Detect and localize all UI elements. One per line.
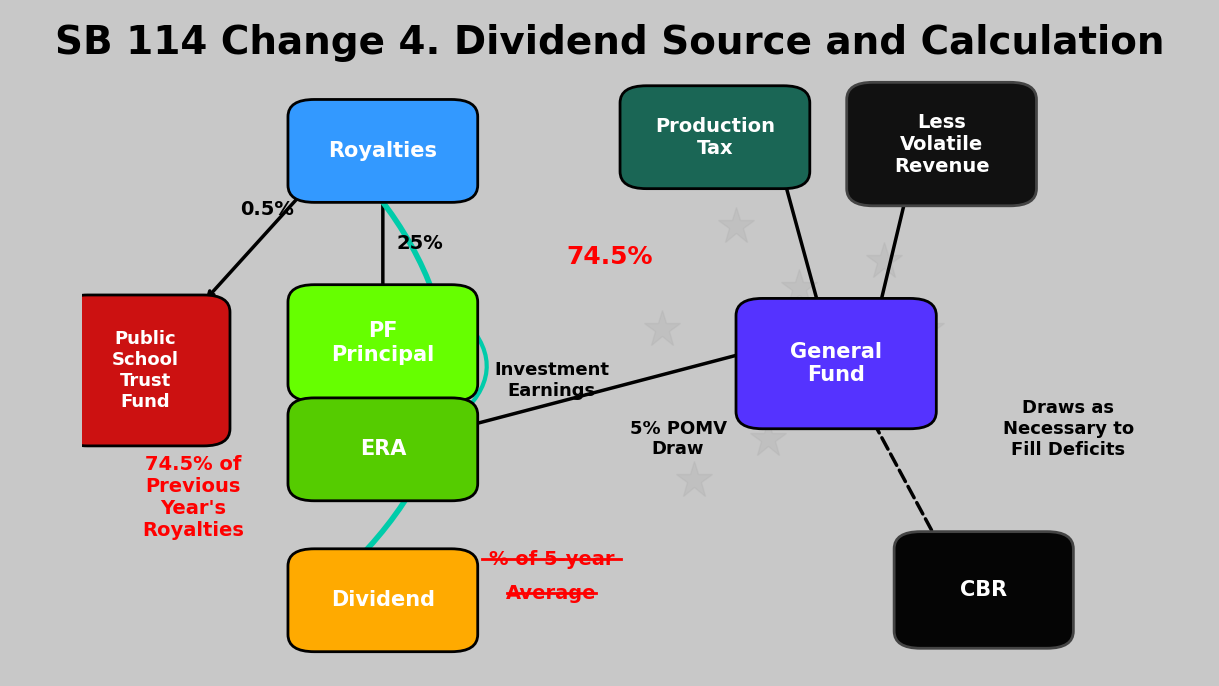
Text: Dividend: Dividend [330, 590, 435, 611]
Text: CBR: CBR [961, 580, 1007, 600]
FancyBboxPatch shape [288, 549, 478, 652]
Text: % of 5-year: % of 5-year [489, 549, 614, 569]
FancyBboxPatch shape [61, 295, 230, 446]
Text: Average: Average [506, 584, 597, 603]
Text: 25%: 25% [396, 234, 444, 253]
FancyBboxPatch shape [288, 99, 478, 202]
Text: Public
School
Trust
Fund: Public School Trust Fund [112, 330, 179, 411]
Text: 5% POMV
Draw: 5% POMV Draw [629, 420, 727, 458]
Text: Royalties: Royalties [328, 141, 438, 161]
FancyBboxPatch shape [288, 285, 478, 401]
FancyBboxPatch shape [847, 82, 1036, 206]
FancyBboxPatch shape [288, 398, 478, 501]
Text: Less
Volatile
Revenue: Less Volatile Revenue [894, 113, 990, 176]
FancyBboxPatch shape [736, 298, 936, 429]
Text: 74.5%: 74.5% [567, 246, 652, 269]
Text: 0.5%: 0.5% [240, 200, 294, 219]
Text: Production
Tax: Production Tax [655, 117, 775, 158]
Text: ERA: ERA [360, 439, 406, 460]
Text: PF
Principal: PF Principal [332, 322, 434, 364]
Text: Investment
Earnings: Investment Earnings [494, 362, 610, 400]
Text: SB 114 Change 4. Dividend Source and Calculation: SB 114 Change 4. Dividend Source and Cal… [55, 24, 1164, 62]
Text: General
Fund: General Fund [790, 342, 883, 385]
Text: Draws as
Necessary to
Fill Deficits: Draws as Necessary to Fill Deficits [1002, 399, 1134, 458]
FancyBboxPatch shape [620, 86, 809, 189]
FancyBboxPatch shape [895, 532, 1074, 648]
Text: 74.5% of
Previous
Year's
Royalties: 74.5% of Previous Year's Royalties [143, 455, 244, 540]
